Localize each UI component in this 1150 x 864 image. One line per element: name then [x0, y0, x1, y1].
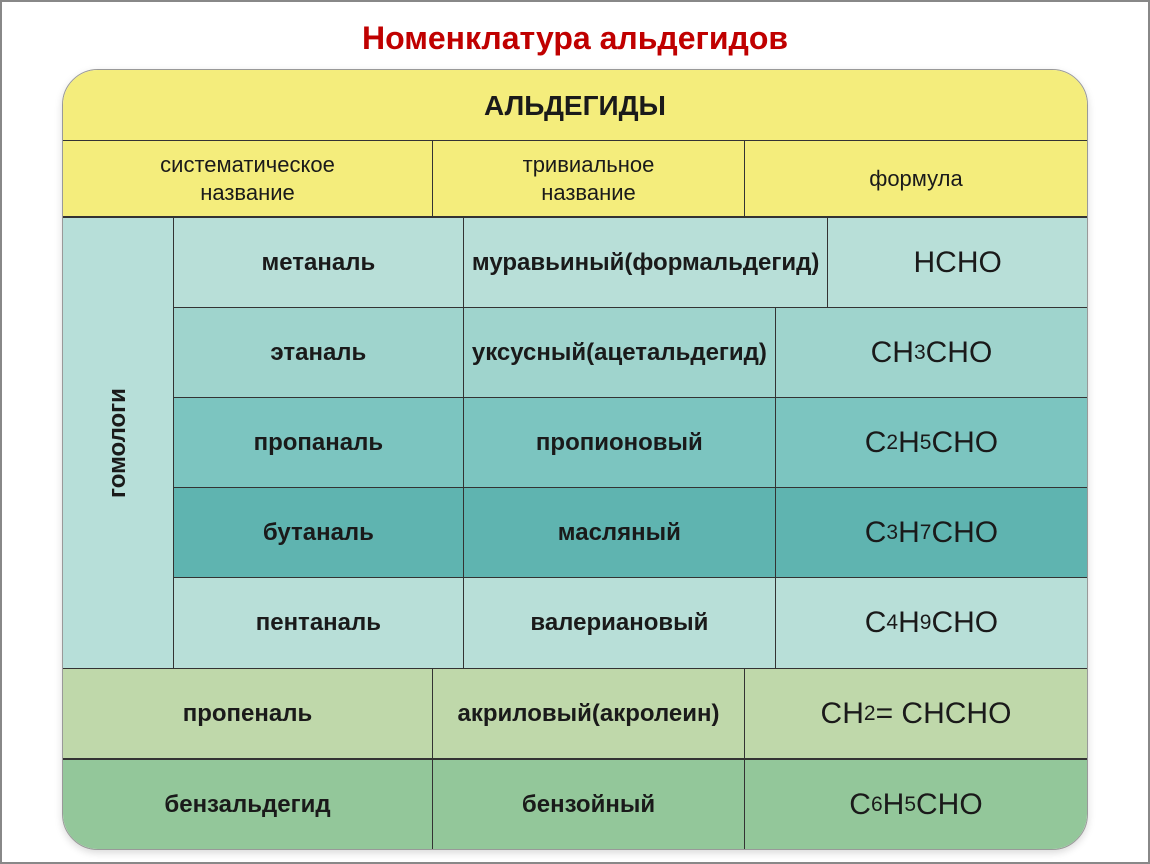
- cell-formula: C2H5CHO: [776, 398, 1087, 487]
- cell-formula: HCHO: [828, 218, 1087, 307]
- cell-systematic: пропеналь: [63, 669, 433, 758]
- table-row: бутанальмасляныйC3H7CHO: [174, 488, 1087, 578]
- table-row: пентанальвалериановыйC4H9CHO: [174, 578, 1087, 668]
- table-row: бензальдегидбензойныйC6H5CHO: [63, 759, 1087, 849]
- cell-systematic: бензальдегид: [63, 760, 433, 849]
- header-systematic-line1: систематическое: [71, 151, 424, 179]
- header-trivial: тривиальное название: [433, 141, 745, 216]
- cell-systematic: метаналь: [174, 218, 464, 307]
- extra-rows: пропенальакриловый(акролеин)CH2 = CHCHOб…: [63, 668, 1087, 849]
- table-header-row: систематическое название тривиальное наз…: [63, 141, 1087, 218]
- cell-formula: C4H9CHO: [776, 578, 1087, 668]
- cell-formula: CH2 = CHCHO: [745, 669, 1087, 758]
- table-row: этанальуксусный(ацетальдегид)CH3CHO: [174, 308, 1087, 398]
- header-trivial-line2: название: [441, 179, 736, 207]
- cell-formula: CH3CHO: [776, 308, 1087, 397]
- cell-trivial: муравьиный(формальдегид): [464, 218, 829, 307]
- side-label-text: гомологи: [104, 388, 132, 498]
- side-label-homologs: гомологи: [63, 218, 174, 668]
- cell-formula: C3H7CHO: [776, 488, 1087, 577]
- table-row: пропенальакриловый(акролеин)CH2 = CHCHO: [63, 669, 1087, 759]
- aldehyde-table-card: АЛЬДЕГИДЫ систематическое название триви…: [62, 69, 1088, 850]
- cell-systematic: пропаналь: [174, 398, 464, 487]
- header-formula-label: формула: [753, 165, 1079, 193]
- cell-formula: C6H5CHO: [745, 760, 1087, 849]
- header-systematic-line2: название: [71, 179, 424, 207]
- header-trivial-line1: тривиальное: [441, 151, 736, 179]
- canvas-frame: Номенклатура альдегидов АЛЬДЕГИДЫ систем…: [0, 0, 1150, 864]
- cell-trivial: масляный: [464, 488, 776, 577]
- table-row: пропанальпропионовыйC2H5CHO: [174, 398, 1087, 488]
- table-row: метанальмуравьиный(формальдегид)HCHO: [174, 218, 1087, 308]
- header-formula: формула: [745, 141, 1087, 216]
- cell-trivial: бензойный: [433, 760, 745, 849]
- cell-systematic: этаналь: [174, 308, 464, 397]
- cell-trivial: валериановый: [464, 578, 776, 668]
- homolog-rows: метанальмуравьиный(формальдегид)HCHOэтан…: [174, 218, 1087, 668]
- page-title: Номенклатура альдегидов: [2, 2, 1148, 69]
- table-supertitle: АЛЬДЕГИДЫ: [63, 70, 1087, 141]
- cell-trivial: пропионовый: [464, 398, 776, 487]
- homolog-block: гомологи метанальмуравьиный(формальдегид…: [63, 218, 1087, 668]
- cell-trivial: акриловый(акролеин): [433, 669, 745, 758]
- cell-systematic: бутаналь: [174, 488, 464, 577]
- cell-trivial: уксусный(ацетальдегид): [464, 308, 776, 397]
- header-systematic: систематическое название: [63, 141, 433, 216]
- cell-systematic: пентаналь: [174, 578, 464, 668]
